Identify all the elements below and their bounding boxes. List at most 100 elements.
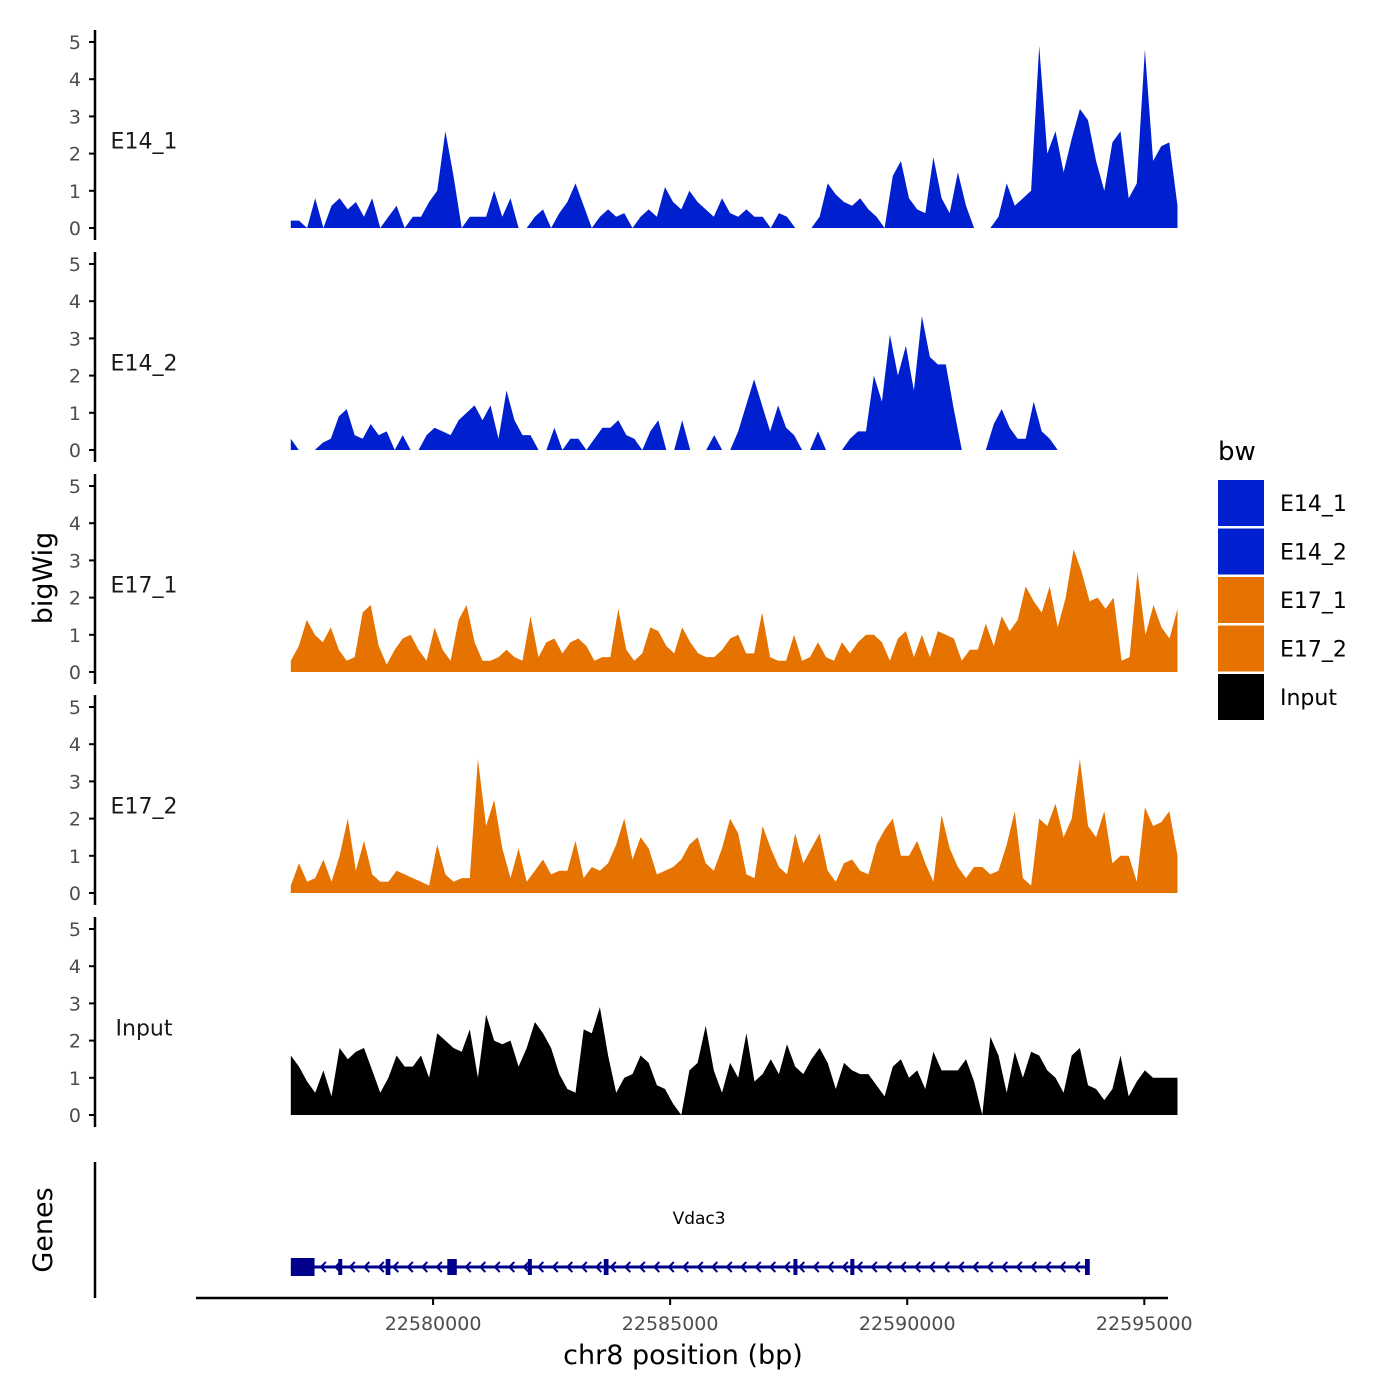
- strand-arrow: [362, 1261, 371, 1273]
- x-axis-title: chr8 position (bp): [563, 1340, 803, 1371]
- y-tick-label: 5: [69, 919, 81, 941]
- gene-exon: [385, 1259, 391, 1275]
- legend-title: bw: [1218, 437, 1256, 467]
- strand-arrow: [1058, 1261, 1067, 1273]
- strand-arrow: [464, 1261, 472, 1273]
- genes-track-label: Genes: [28, 1187, 59, 1272]
- track-label: Input: [116, 1017, 173, 1042]
- coverage-area: [290, 316, 1178, 450]
- strand-arrow: [638, 1261, 646, 1273]
- strand-arrow: [609, 1261, 617, 1273]
- track-label: E17_1: [111, 574, 178, 599]
- y-tick-label: 2: [69, 144, 81, 166]
- strand-arrow: [580, 1261, 588, 1273]
- genes-track: Vdac3: [93, 1162, 1090, 1298]
- y-tick-label: 0: [69, 440, 81, 462]
- coverage-tracks: 0 1 2 3 4 5 E14_1 0 1 2 3 4 5 E14_2 0 1 2 3 4 5 E17_1 0 1 2 3 4 5 E…: [69, 30, 1178, 1127]
- strand-arrow: [507, 1261, 516, 1273]
- legend-key-E17_2: [1218, 625, 1264, 672]
- y-tick-label: 4: [69, 69, 81, 91]
- strand-arrow: [319, 1261, 327, 1273]
- gene-exon: [850, 1259, 855, 1275]
- coverage-area: [290, 1007, 1178, 1115]
- legend: bw E14_1 E14_2 E17_1 E17_2 Input: [1218, 437, 1347, 720]
- gene-exon: [527, 1259, 532, 1275]
- y-tick-label: 2: [69, 809, 81, 831]
- strand-arrow: [435, 1261, 443, 1273]
- strand-arrow: [1044, 1261, 1052, 1273]
- y-tick-label: 4: [69, 291, 81, 313]
- strand-arrow: [623, 1261, 632, 1273]
- y-tick-label: 0: [69, 662, 81, 684]
- strand-arrow: [652, 1261, 661, 1273]
- strand-arrow: [667, 1261, 675, 1273]
- coverage-area: [290, 45, 1178, 229]
- strand-arrow: [899, 1261, 907, 1273]
- y-tick-label: 2: [69, 588, 81, 610]
- strand-arrow: [739, 1261, 748, 1273]
- y-tick-label: 3: [69, 550, 81, 572]
- y-tick-label: 2: [69, 366, 81, 388]
- strand-arrow: [841, 1261, 849, 1273]
- strand-arrow: [768, 1261, 777, 1273]
- y-tick-label: 3: [69, 771, 81, 793]
- strand-arrow: [696, 1261, 704, 1273]
- y-tick-label: 3: [69, 993, 81, 1015]
- strand-arrow: [725, 1261, 733, 1273]
- strand-arrow: [942, 1261, 951, 1273]
- x-tick-label: 22590000: [859, 1313, 956, 1335]
- y-tick-label: 2: [69, 1031, 81, 1053]
- strand-arrow: [536, 1261, 545, 1273]
- x-tick-label: 22585000: [622, 1313, 719, 1335]
- strand-arrow: [1015, 1261, 1023, 1273]
- y-tick-label: 4: [69, 956, 81, 978]
- track-label: E14_1: [111, 130, 178, 155]
- legend-label-E14_1: E14_1: [1280, 492, 1347, 517]
- strand-arrow: [870, 1261, 878, 1273]
- gene-exon: [290, 1258, 315, 1276]
- strand-arrow: [594, 1261, 603, 1273]
- gene-exon: [603, 1259, 609, 1275]
- strand-arrow: [348, 1261, 356, 1273]
- legend-key-Input: [1218, 674, 1264, 720]
- strand-arrow: [855, 1261, 864, 1273]
- y-tick-label: 5: [69, 697, 81, 719]
- y-tick-label: 3: [69, 328, 81, 350]
- y-tick-label: 1: [69, 625, 81, 647]
- y-tick-label: 0: [69, 218, 81, 240]
- gene-exon: [1085, 1259, 1090, 1275]
- coverage-area: [290, 759, 1178, 893]
- y-tick-label: 5: [69, 476, 81, 498]
- track-label: E14_2: [111, 352, 178, 377]
- legend-label-Input: Input: [1280, 686, 1337, 711]
- strand-arrow: [884, 1261, 893, 1273]
- strand-arrow: [826, 1261, 835, 1273]
- gene-exon: [447, 1259, 457, 1275]
- track-panel-E14_1: 0 1 2 3 4 5 E14_1: [69, 30, 1178, 240]
- track-panel-Input: 0 1 2 3 4 5 Input: [69, 917, 1178, 1127]
- strand-arrow: [913, 1261, 922, 1273]
- y-tick-label: 5: [69, 32, 81, 54]
- gene-name-label: Vdac3: [673, 1209, 726, 1229]
- x-tick-label: 22595000: [1096, 1313, 1193, 1335]
- strand-arrow: [681, 1261, 690, 1273]
- strand-arrow: [1073, 1261, 1081, 1273]
- strand-arrow: [377, 1261, 385, 1273]
- track-panel-E17_2: 0 1 2 3 4 5 E17_2: [69, 695, 1178, 905]
- strand-arrow: [420, 1261, 429, 1273]
- strand-arrow: [391, 1261, 400, 1273]
- y-tick-label: 1: [69, 1068, 81, 1090]
- track-panel-E14_2: 0 1 2 3 4 5 E14_2: [69, 252, 1178, 462]
- y-tick-label: 0: [69, 883, 81, 905]
- y-tick-label: 1: [69, 403, 81, 425]
- strand-arrow: [957, 1261, 965, 1273]
- y-tick-label: 4: [69, 734, 81, 756]
- strand-arrow: [797, 1261, 806, 1273]
- strand-arrow: [812, 1261, 820, 1273]
- strand-arrow: [971, 1261, 980, 1273]
- strand-arrow: [522, 1261, 530, 1273]
- y-tick-label: 1: [69, 181, 81, 203]
- y-tick-label: 1: [69, 846, 81, 868]
- strand-arrow: [710, 1261, 719, 1273]
